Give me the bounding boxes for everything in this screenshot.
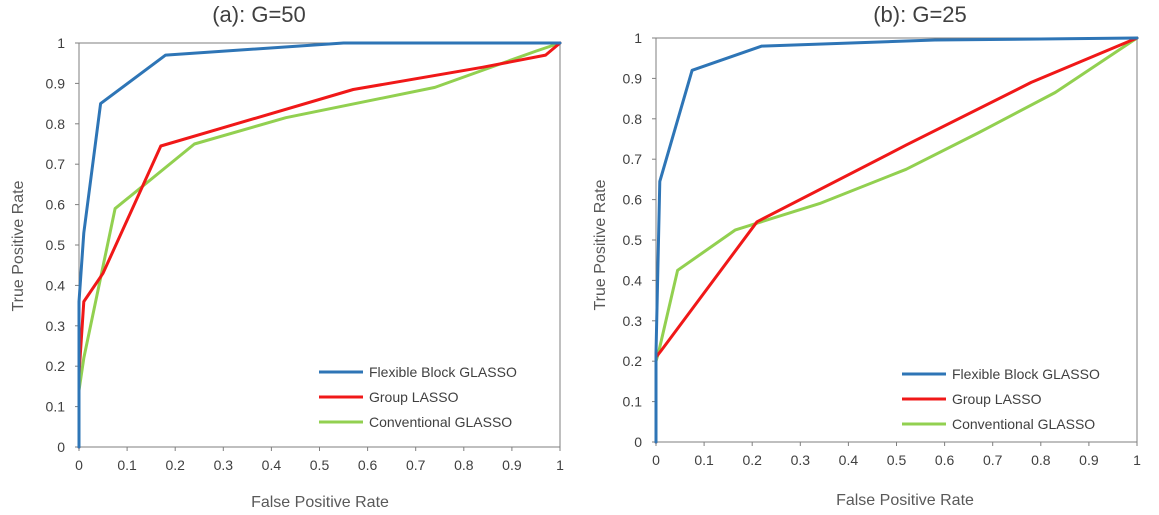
x-tick-label: 0.6 [358, 457, 378, 473]
legend-label-flexible-block-glasso: Flexible Block GLASSO [952, 366, 1100, 382]
x-tick-label: 0 [652, 452, 660, 468]
y-tick-label: 0.8 [46, 116, 66, 132]
roc-chart-a: (a): G=50 0 0.1 0.2 0.3 0.4 0.5 0.6 0.7 0.8 0.9 1 0 0… [10, 2, 564, 511]
y-tick-label: 0.9 [623, 70, 643, 86]
x-axis-label: False Positive Rate [251, 494, 389, 511]
x-tick-label: 0 [75, 457, 83, 473]
x-tick-label: 0.7 [406, 457, 426, 473]
y-tick-label: 0.5 [46, 237, 66, 253]
y-tick-label: 1 [57, 35, 65, 51]
series-line-group-lasso [77, 41, 562, 449]
x-tick-label: 0.5 [887, 452, 907, 468]
x-tick-label: 0.4 [262, 457, 282, 473]
x-tick-label: 0.3 [214, 457, 234, 473]
x-axis-label: False Positive Rate [836, 492, 974, 509]
x-tick-label: 0.1 [694, 452, 714, 468]
x-tick-label: 0.3 [791, 452, 811, 468]
y-tick-label: 0.6 [46, 197, 66, 213]
x-tick-label: 0.8 [454, 457, 474, 473]
chart-panel-b: (b): G=25 0 0.1 0.2 0.3 0.4 0.5 0.6 0.7 0.8 0.9 1 0 0… [580, 0, 1159, 515]
y-tick-label: 0.1 [623, 394, 643, 410]
x-tick-label: 0.9 [1079, 452, 1099, 468]
y-tick-label: 0 [634, 434, 642, 450]
legend-label-group-lasso: Group LASSO [952, 391, 1042, 407]
x-tick-label: 1 [1133, 452, 1141, 468]
x-tick-label: 0.2 [165, 457, 185, 473]
x-tick-label: 1 [556, 457, 564, 473]
legend-label-conventional-glasso: Conventional GLASSO [369, 414, 512, 430]
x-tick-label: 0.9 [502, 457, 522, 473]
x-tick-label: 0.1 [117, 457, 137, 473]
chart-panel-a: (a): G=50 0 0.1 0.2 0.3 0.4 0.5 0.6 0.7 0.8 0.9 1 0 0… [10, 2, 564, 511]
y-tick-label: 1 [634, 30, 642, 46]
y-tick-label: 0.8 [623, 111, 643, 127]
y-axis-label: True Positive Rate [10, 180, 27, 311]
y-tick-label: 0.1 [46, 399, 66, 415]
y-tick-label: 0.3 [623, 313, 643, 329]
y-tick-label: 0.4 [623, 272, 643, 288]
series-line-flexible-block-glasso [654, 36, 1139, 444]
series-line-flexible-block-glasso [77, 41, 562, 449]
chart-title: (a): G=50 [212, 2, 306, 27]
x-tick-label: 0.4 [839, 452, 859, 468]
legend-label-group-lasso: Group LASSO [369, 389, 459, 405]
y-axis-label: True Positive Rate [592, 179, 609, 310]
y-tick-label: 0.7 [623, 151, 643, 167]
series-line-conventional-glasso [77, 41, 562, 449]
x-tick-label: 0.2 [742, 452, 762, 468]
y-tick-label: 0.5 [623, 232, 643, 248]
x-tick-label: 0.6 [935, 452, 955, 468]
y-tick-label: 0.2 [46, 358, 66, 374]
y-tick-label: 0.4 [46, 277, 66, 293]
x-tick-label: 0.5 [310, 457, 330, 473]
x-tick-label: 0.8 [1031, 452, 1051, 468]
roc-chart-b: (b): G=25 0 0.1 0.2 0.3 0.4 0.5 0.6 0.7 0.8 0.9 1 0 0… [592, 2, 1141, 509]
x-tick-label: 0.7 [983, 452, 1003, 468]
legend-label-conventional-glasso: Conventional GLASSO [952, 416, 1095, 432]
y-tick-label: 0.3 [46, 318, 66, 334]
y-tick-label: 0.6 [623, 192, 643, 208]
y-tick-label: 0 [57, 439, 65, 455]
chart-title: (b): G=25 [873, 2, 967, 27]
y-tick-label: 0.9 [46, 75, 66, 91]
y-tick-label: 0.7 [46, 156, 66, 172]
y-tick-label: 0.2 [623, 353, 643, 369]
legend-label-flexible-block-glasso: Flexible Block GLASSO [369, 364, 517, 380]
